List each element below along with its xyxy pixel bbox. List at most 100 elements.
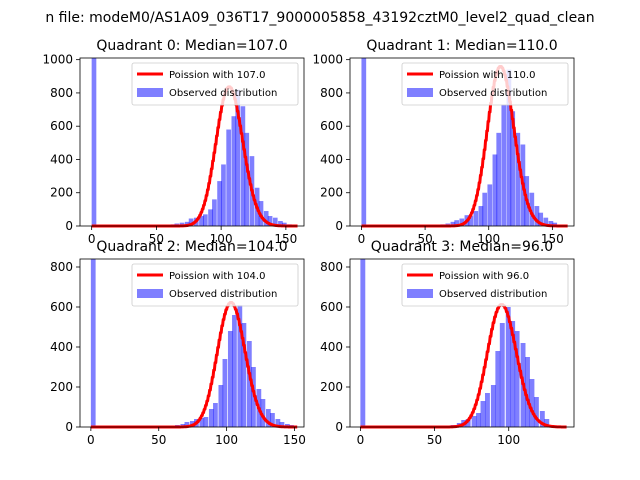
histogram-bar <box>529 192 535 226</box>
histogram-bar <box>476 413 481 427</box>
histogram-bar <box>454 220 460 226</box>
histogram-bar <box>221 164 226 226</box>
histogram-bar <box>548 221 554 226</box>
y-tick-label: 200 <box>320 380 343 394</box>
x-tick-label: 0 <box>88 232 96 246</box>
x-tick-label: 100 <box>477 232 500 246</box>
histogram-bar <box>543 217 549 226</box>
histogram-bar <box>281 222 287 226</box>
histogram-bar <box>235 89 241 226</box>
histogram-bar <box>203 214 208 226</box>
y-tick-label: 800 <box>50 260 73 274</box>
histogram-bar <box>506 69 512 227</box>
poisson-curve <box>90 301 299 429</box>
histogram-bar <box>499 323 505 427</box>
y-tick-label: 400 <box>50 152 73 166</box>
histogram-bar <box>514 331 520 427</box>
x-tick-label: 150 <box>283 433 306 447</box>
histogram-bar <box>490 385 496 427</box>
y-tick-label: 800 <box>320 86 343 100</box>
histogram-bar <box>227 331 233 427</box>
y-tick-label: 200 <box>50 186 73 200</box>
histogram-bar <box>199 418 205 427</box>
histogram-bar <box>487 184 493 226</box>
x-tick-label: 150 <box>274 232 297 246</box>
legend-box <box>131 263 299 307</box>
histogram-bar <box>360 259 366 427</box>
x-tick-label: 0 <box>87 433 95 447</box>
x-tick-label: 100 <box>497 433 520 447</box>
histogram-bar <box>275 419 281 427</box>
y-tick-label: 600 <box>50 300 73 314</box>
y-tick-label: 800 <box>320 260 343 274</box>
x-tick-label: 50 <box>149 232 164 246</box>
histogram-bar <box>265 409 271 427</box>
histogram-bar <box>244 132 250 226</box>
y-tick-label: 400 <box>50 340 73 354</box>
histogram-bar <box>459 218 465 226</box>
histogram-bar <box>482 192 488 226</box>
legend-box <box>401 62 569 106</box>
histogram-bar <box>525 357 530 427</box>
legend-box <box>401 263 569 307</box>
histogram-bar <box>278 221 283 226</box>
x-tick-label: 100 <box>210 232 233 246</box>
y-tick-label: 600 <box>50 119 73 133</box>
axes-frame <box>79 57 305 227</box>
histogram-bar <box>260 399 266 427</box>
y-tick-label: 200 <box>50 380 73 394</box>
subplot-quadrant-3: 0 50 100 0 200 400 600 800 Quadrant 3: Median=96… <box>320 239 575 447</box>
histogram-bar <box>217 181 222 226</box>
x-tick-label: 100 <box>215 433 238 447</box>
legend-label-poisson: Poission with 96.0 <box>439 271 529 282</box>
y-tick-label: 400 <box>320 340 343 354</box>
axes-frame <box>79 258 305 428</box>
histogram-bar <box>188 218 194 226</box>
histogram-bar <box>465 419 471 427</box>
y-tick-label: 1000 <box>42 53 73 67</box>
histogram-bar <box>90 259 96 427</box>
histogram-bar <box>246 341 252 427</box>
y-tick-label: 0 <box>335 420 343 434</box>
subplot-quadrant-1: 0 50 100 150 0 200 400 600 800 1000 Quadrant 1: Me… <box>312 38 575 246</box>
histogram-bar <box>272 217 278 226</box>
histogram-bar <box>279 422 285 427</box>
axes-frame <box>349 57 575 227</box>
histogram-bar <box>495 351 501 427</box>
legend-patch-observed <box>407 289 433 298</box>
legend-patch-observed <box>137 88 163 97</box>
subplot-title: Quadrant 0: Median=107.0 <box>96 38 287 54</box>
y-tick-label: 0 <box>65 219 73 233</box>
legend-label-observed: Observed distribution <box>169 88 277 99</box>
x-tick-label: 50 <box>427 433 442 447</box>
poisson-curve <box>90 85 299 228</box>
histogram-bar <box>91 58 97 226</box>
histogram-bar <box>450 221 456 226</box>
histogram-bar <box>529 379 535 427</box>
legend-box <box>131 62 299 106</box>
axes-frame <box>349 258 575 428</box>
subplot-title: Quadrant 1: Median=110.0 <box>366 38 557 54</box>
histogram-bar <box>515 132 521 226</box>
histogram-bar <box>496 132 502 226</box>
x-tick-label: 0 <box>358 232 366 246</box>
x-tick-label: 150 <box>541 232 564 246</box>
legend-label-observed: Observed distribution <box>439 289 547 300</box>
histogram-bar <box>212 199 217 226</box>
histogram-bar <box>552 222 558 226</box>
histogram-bar <box>533 397 539 427</box>
y-tick-label: 0 <box>65 420 73 434</box>
histogram-bar <box>510 111 516 226</box>
histogram-bar <box>213 403 218 427</box>
histogram-bar <box>218 385 224 427</box>
histogram-bar <box>263 211 269 226</box>
histogram-bar <box>222 359 228 427</box>
histogram-bar <box>184 422 190 427</box>
histogram-bar <box>492 154 498 226</box>
legend-label-poisson: Poission with 107.0 <box>169 70 265 81</box>
histogram-bar <box>534 206 540 226</box>
histogram-bar <box>179 222 185 226</box>
histogram-bar <box>208 409 214 427</box>
